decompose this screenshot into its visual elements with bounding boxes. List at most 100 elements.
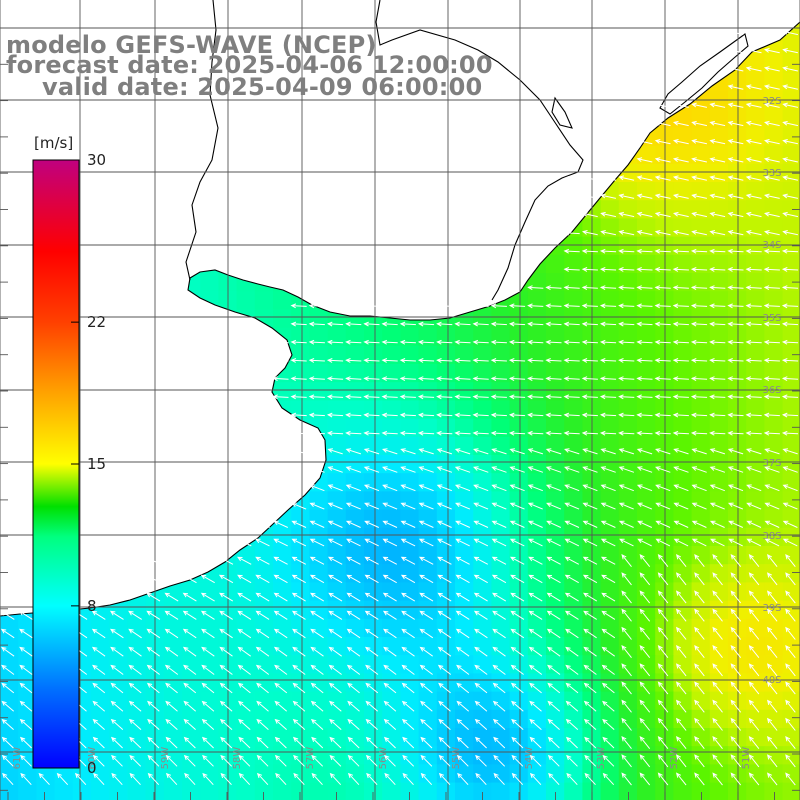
wind-cell [673, 309, 693, 329]
wind-arrow [709, 321, 726, 327]
wind-arrow [492, 682, 506, 694]
wind-cell [418, 527, 438, 547]
wind-cell [163, 782, 183, 800]
wind-cell [673, 655, 693, 674]
wind-arrow [655, 484, 671, 492]
lagoon-outline [659, 33, 749, 115]
wind-cell [673, 273, 693, 292]
wind-arrow [545, 412, 562, 418]
wind-cell [18, 691, 37, 711]
wind-cell [564, 418, 583, 438]
wind-cell [455, 327, 474, 347]
lon-label: 53W [596, 747, 607, 770]
wind-arrow [419, 574, 434, 584]
wind-cell [564, 345, 583, 365]
wind-cell [509, 291, 529, 310]
wind-cell [509, 327, 529, 347]
wind-arrow [583, 646, 597, 657]
wind-cell [491, 345, 511, 365]
wind-cell [782, 345, 800, 365]
wind-arrow [326, 303, 344, 309]
wind-cell [691, 655, 711, 674]
wind-arrow [527, 303, 544, 309]
wind-arrow [639, 754, 651, 768]
wind-arrow [654, 230, 671, 236]
wind-arrow [308, 412, 325, 418]
wind-cell [600, 564, 620, 583]
lat-label: 39S [762, 603, 781, 614]
wind-arrow [417, 394, 435, 400]
wind-cell [509, 527, 529, 547]
wind-arrow [709, 175, 726, 181]
wind-arrow [326, 321, 344, 327]
wind-arrow [455, 538, 470, 547]
wind-arrow [508, 412, 526, 418]
wind-arrow [347, 736, 360, 749]
wind-cell [637, 564, 656, 583]
wind-cell [709, 218, 729, 238]
wind-arrow [654, 211, 671, 218]
wind-arrow [691, 120, 708, 127]
wind-cell [637, 527, 656, 547]
wind-arrow [200, 574, 215, 584]
wind-arrow [311, 736, 324, 749]
wind-cell [473, 782, 492, 800]
lon-label: 51W [741, 747, 752, 770]
wind-cell [491, 564, 511, 583]
wind-arrow [785, 590, 796, 604]
wind-cell [746, 218, 765, 238]
wind-arrow [636, 394, 653, 400]
wind-arrow [564, 610, 579, 620]
wind-arrow [712, 553, 723, 568]
wind-arrow [292, 700, 306, 712]
wind-arrow [691, 193, 708, 199]
wind-cell [309, 746, 329, 765]
wind-cell [782, 746, 800, 765]
wind-cell [309, 691, 329, 711]
wind-arrow [694, 681, 705, 695]
wind-cell [254, 691, 274, 711]
wind-cell [327, 582, 347, 602]
wind-cell [291, 364, 310, 383]
wind-cell [418, 764, 438, 784]
wind-arrow [511, 736, 524, 749]
wind-arrow [709, 285, 726, 291]
wind-arrow [727, 29, 744, 36]
wind-cell [618, 309, 638, 329]
wind-cell [764, 364, 784, 383]
wind-cell [491, 400, 511, 420]
wind-arrow [401, 682, 415, 694]
wind-arrow [74, 772, 87, 786]
wind-cell [382, 345, 401, 365]
wind-arrow [712, 572, 723, 586]
wind-arrow [691, 157, 708, 163]
wind-cell [54, 782, 74, 800]
wind-cell [345, 491, 365, 511]
wind-arrow [766, 590, 778, 604]
wind-cell [782, 382, 800, 401]
wind-cell [637, 345, 656, 365]
wind-cell [782, 455, 800, 474]
wind-cell [564, 564, 583, 583]
wind-arrow [672, 248, 689, 254]
wind-arrow [56, 772, 69, 786]
wind-arrow [38, 772, 50, 786]
wind-cell [728, 582, 747, 602]
wind-arrow [509, 538, 525, 547]
wind-cell [291, 709, 310, 729]
wind-cell [673, 709, 693, 729]
wind-arrow [345, 520, 361, 528]
wind-arrow [399, 303, 416, 309]
wind-cell [364, 418, 383, 438]
wind-cell [600, 291, 620, 310]
wind-arrow [182, 628, 197, 639]
wind-cell [382, 327, 401, 347]
wind-arrow [255, 538, 270, 547]
wind-arrow [727, 321, 744, 327]
wind-cell [564, 236, 583, 256]
wind-cell [546, 509, 565, 529]
wind-cell [728, 436, 747, 456]
wind-cell [382, 764, 401, 784]
lat-label: 38S [762, 531, 781, 542]
wind-cell [782, 309, 800, 329]
